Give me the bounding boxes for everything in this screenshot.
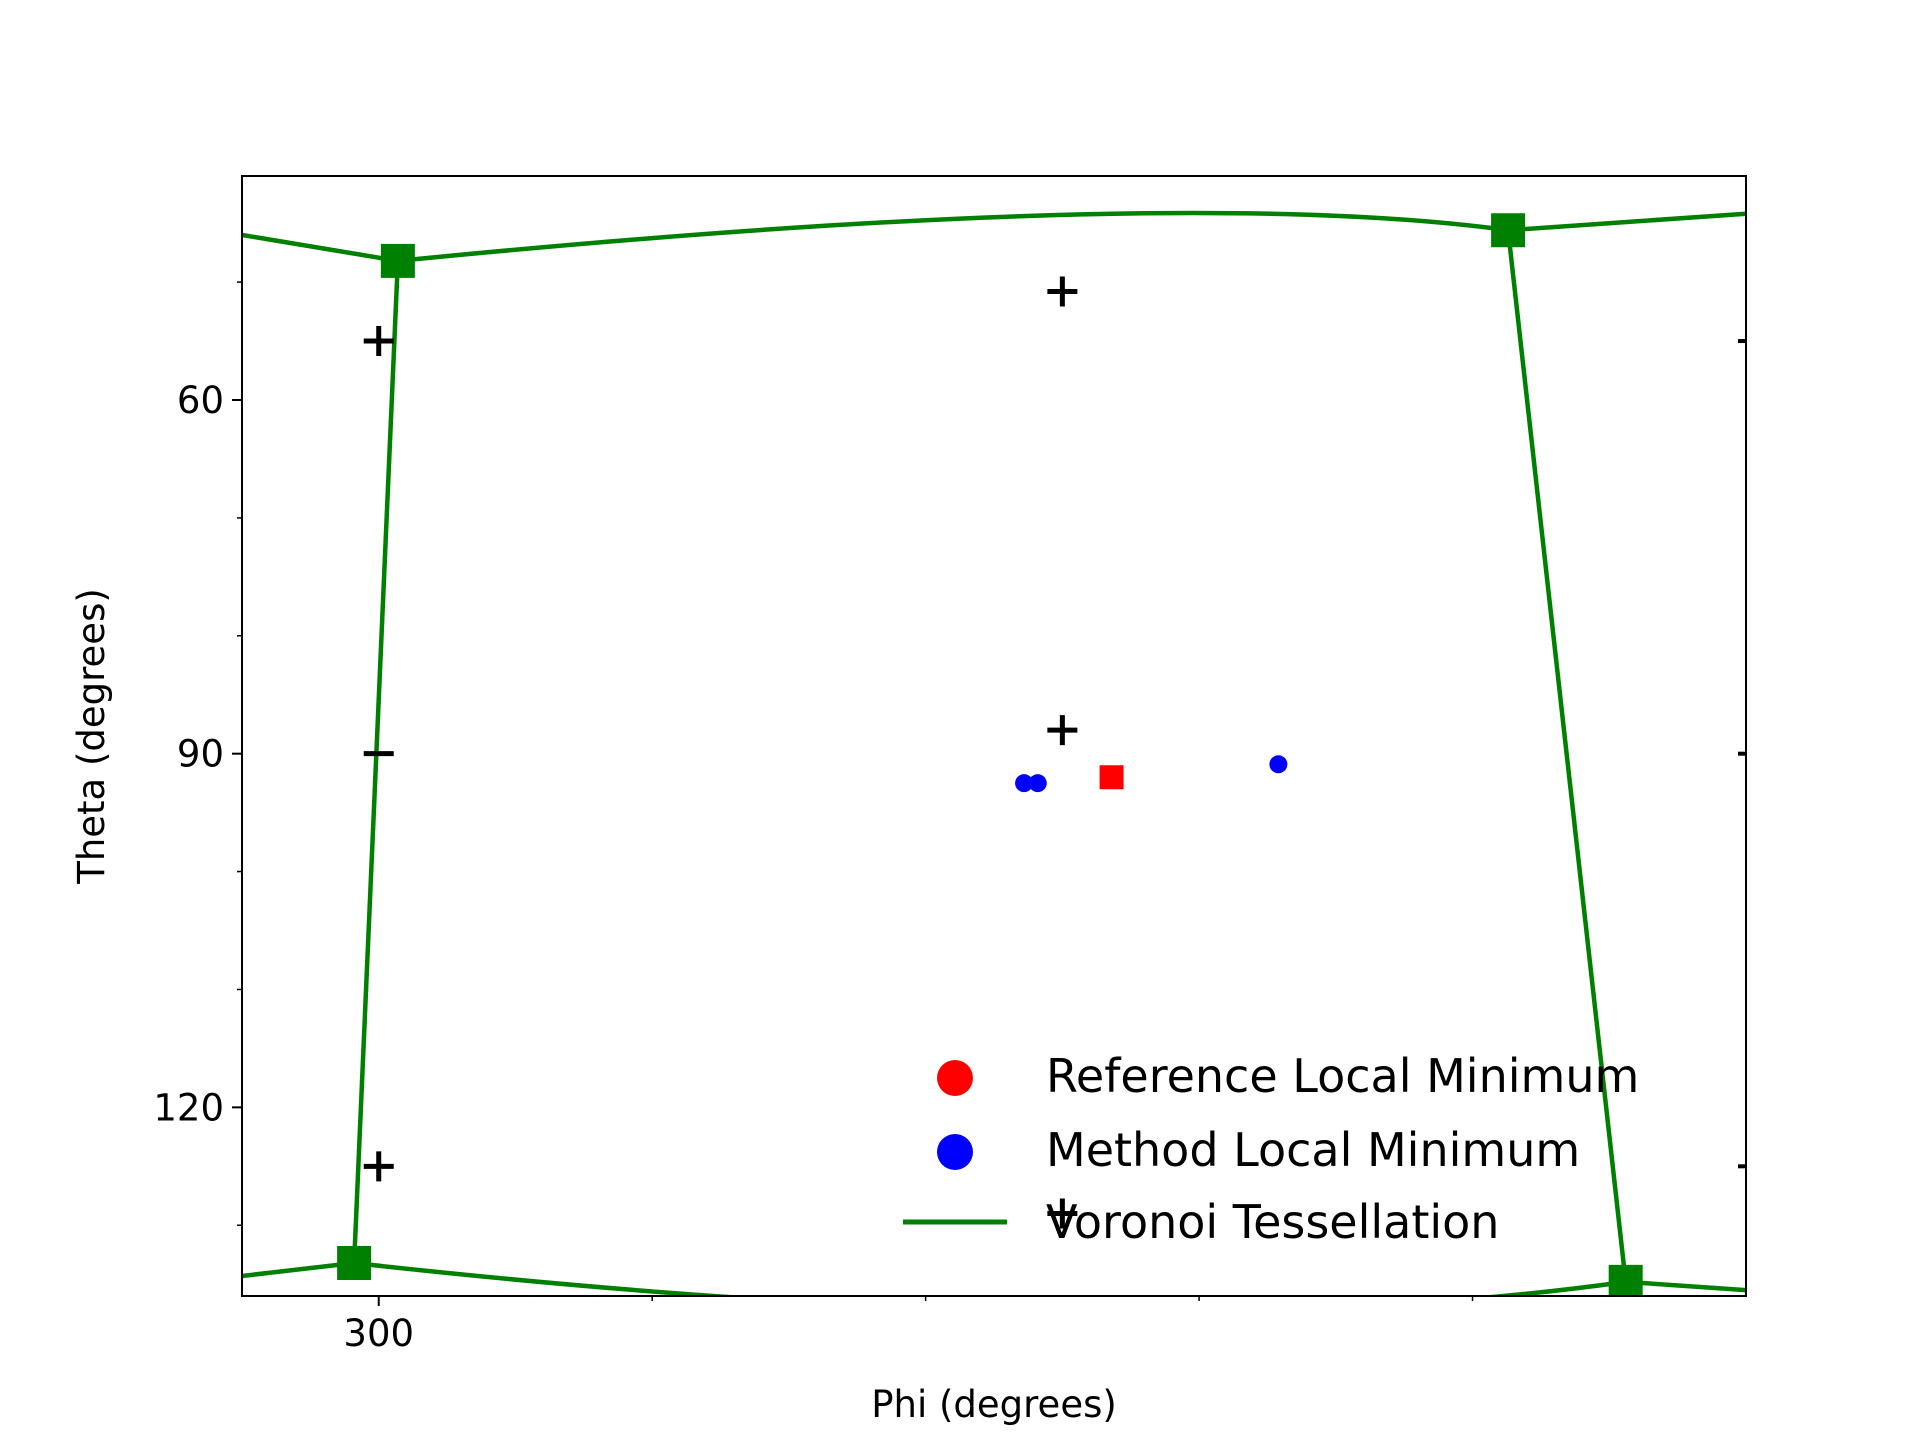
- plus-marker: [363, 326, 394, 357]
- plus-marker: [1047, 276, 1078, 307]
- voronoi-edge: [353, 1260, 1626, 1296]
- x-axis-label: Phi (degrees): [871, 1383, 1117, 1426]
- reference-minimum-point: [1099, 765, 1124, 790]
- legend-method-marker: [937, 1134, 973, 1170]
- voronoi-edge: [351, 260, 401, 1264]
- voronoi-vertex-marker: [1608, 1264, 1643, 1296]
- y-tick-label: 120: [153, 1086, 224, 1129]
- y-axis-label: Theta (degrees): [70, 588, 113, 885]
- y-tick-label: 90: [177, 733, 224, 776]
- voronoi-edge: [1507, 211, 1746, 233]
- voronoi-edge: [1505, 229, 1628, 1283]
- legend-label-method: Method Local Minimum: [1046, 1123, 1580, 1177]
- voronoi-edge: [242, 1260, 355, 1279]
- method-minimum-point: [1015, 774, 1034, 793]
- voronoi-edge: [397, 210, 1509, 264]
- voronoi-vertex-marker: [380, 243, 415, 278]
- plus-marker: [1047, 1198, 1078, 1229]
- axes-frame: [241, 175, 1747, 1297]
- legend-reference-marker: [937, 1060, 973, 1096]
- plus-marker: [363, 1151, 394, 1182]
- x-tick-label: 300: [343, 1312, 414, 1355]
- legend: Reference Local Minimum Method Local Min…: [903, 1049, 1639, 1249]
- y-tick-label: 60: [177, 379, 224, 422]
- plot-area: [242, 210, 1746, 1296]
- method-minimum-point: [1269, 755, 1288, 774]
- axis-ticks: 300 60 90 120: [153, 281, 1746, 1355]
- legend-label-reference: Reference Local Minimum: [1046, 1049, 1639, 1103]
- voronoi-vertex-marker: [337, 1245, 372, 1280]
- voronoi-edge: [242, 232, 399, 264]
- method-minimum-point: [1028, 774, 1047, 793]
- voronoi-edge: [1625, 1279, 1746, 1293]
- plus-marker: [1047, 715, 1078, 746]
- voronoi-vertex-marker: [1491, 213, 1526, 248]
- legend-label-voronoi: Voronoi Tessellation: [1046, 1195, 1499, 1249]
